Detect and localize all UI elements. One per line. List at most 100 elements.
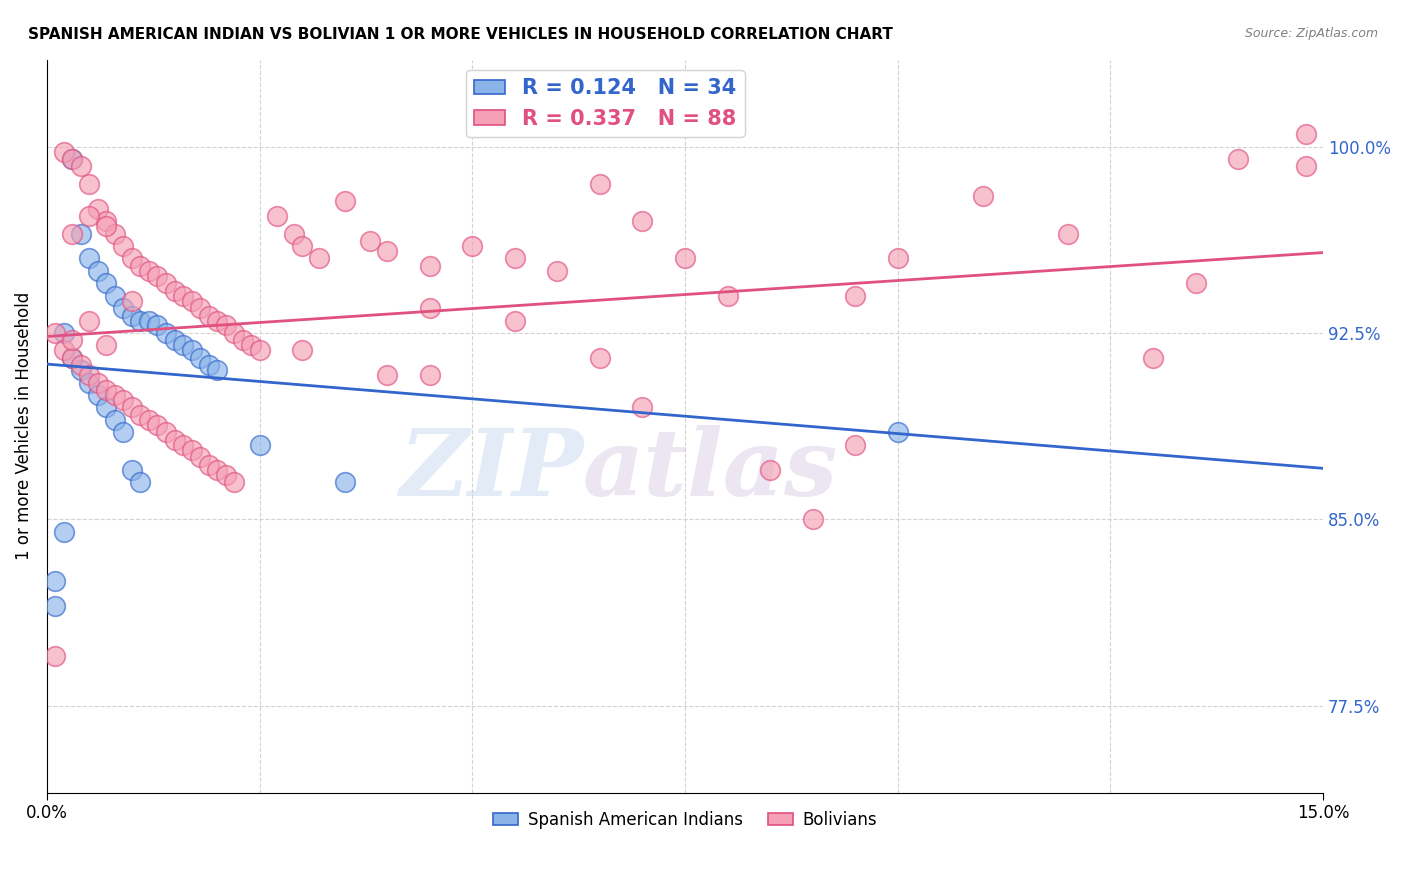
Point <box>249 343 271 358</box>
Point <box>419 301 441 315</box>
Point <box>240 338 263 352</box>
Point <box>631 401 654 415</box>
Point <box>62 152 84 166</box>
Point <box>62 351 84 365</box>
Point <box>205 313 228 327</box>
Point <box>188 351 211 365</box>
Text: ZIP: ZIP <box>399 425 583 515</box>
Point <box>79 209 101 223</box>
Point <box>121 293 143 308</box>
Point <box>129 475 152 489</box>
Point <box>146 417 169 432</box>
Point <box>461 239 484 253</box>
Point <box>104 388 127 402</box>
Point <box>546 264 568 278</box>
Point <box>844 288 866 302</box>
Point <box>52 524 75 539</box>
Point <box>112 301 135 315</box>
Point <box>112 239 135 253</box>
Point <box>716 288 738 302</box>
Point <box>172 288 194 302</box>
Point <box>79 313 101 327</box>
Point <box>283 227 305 241</box>
Point <box>673 252 696 266</box>
Point <box>801 512 824 526</box>
Point <box>112 392 135 407</box>
Point <box>266 209 288 223</box>
Point <box>146 268 169 283</box>
Point <box>146 318 169 333</box>
Legend: Spanish American Indians, Bolivians: Spanish American Indians, Bolivians <box>486 805 884 836</box>
Point <box>1227 152 1250 166</box>
Point <box>180 343 202 358</box>
Point <box>52 326 75 340</box>
Point <box>503 313 526 327</box>
Point <box>886 425 908 440</box>
Point <box>87 376 110 390</box>
Point <box>197 309 219 323</box>
Point <box>96 401 118 415</box>
Point <box>163 334 186 348</box>
Point <box>70 363 93 377</box>
Point <box>503 252 526 266</box>
Point <box>1057 227 1080 241</box>
Point <box>138 413 160 427</box>
Point <box>163 433 186 447</box>
Point <box>44 599 66 614</box>
Point <box>1142 351 1164 365</box>
Point <box>44 648 66 663</box>
Point <box>333 194 356 209</box>
Point <box>96 338 118 352</box>
Point <box>222 475 245 489</box>
Point <box>138 264 160 278</box>
Point <box>419 259 441 273</box>
Point <box>104 288 127 302</box>
Point <box>79 177 101 191</box>
Text: Source: ZipAtlas.com: Source: ZipAtlas.com <box>1244 27 1378 40</box>
Point <box>1295 160 1317 174</box>
Point <box>180 293 202 308</box>
Point <box>121 401 143 415</box>
Point <box>62 334 84 348</box>
Point <box>129 313 152 327</box>
Point <box>359 234 381 248</box>
Point <box>589 351 612 365</box>
Point <box>631 214 654 228</box>
Point <box>121 252 143 266</box>
Point <box>138 313 160 327</box>
Point <box>172 338 194 352</box>
Point <box>291 343 314 358</box>
Point <box>214 318 236 333</box>
Point <box>87 388 110 402</box>
Point <box>79 368 101 383</box>
Point <box>214 467 236 482</box>
Point <box>249 438 271 452</box>
Point <box>44 326 66 340</box>
Point <box>62 227 84 241</box>
Point <box>96 277 118 291</box>
Point <box>44 574 66 589</box>
Point <box>205 363 228 377</box>
Text: atlas: atlas <box>583 425 838 515</box>
Point <box>972 189 994 203</box>
Point <box>180 442 202 457</box>
Point <box>232 334 254 348</box>
Point <box>308 252 330 266</box>
Point <box>121 462 143 476</box>
Point <box>844 438 866 452</box>
Point <box>222 326 245 340</box>
Point <box>375 244 398 258</box>
Point <box>1184 277 1206 291</box>
Point <box>1295 127 1317 141</box>
Point <box>197 358 219 372</box>
Point <box>291 239 314 253</box>
Point <box>759 462 782 476</box>
Point <box>163 284 186 298</box>
Point <box>87 202 110 216</box>
Point <box>155 277 177 291</box>
Point <box>62 152 84 166</box>
Y-axis label: 1 or more Vehicles in Household: 1 or more Vehicles in Household <box>15 292 32 560</box>
Point <box>70 227 93 241</box>
Point <box>79 376 101 390</box>
Point <box>62 351 84 365</box>
